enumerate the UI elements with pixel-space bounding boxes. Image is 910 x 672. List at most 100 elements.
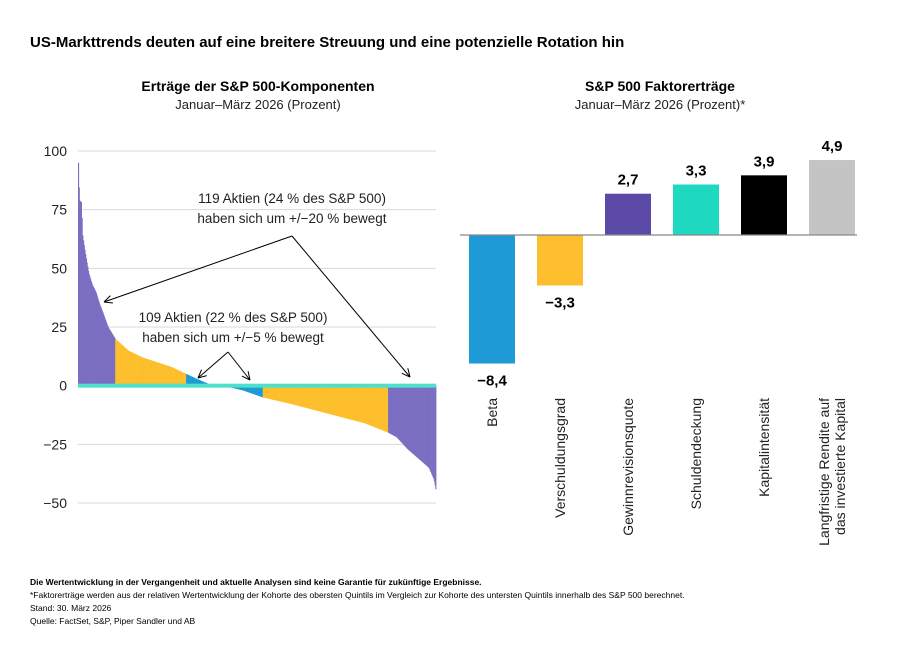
stock-bar <box>365 385 367 424</box>
stock-bar <box>428 385 430 469</box>
stock-bar <box>134 353 136 386</box>
stock-bar <box>414 385 416 456</box>
stock-bar <box>243 385 245 391</box>
category-label: Langfristige Rendite auf <box>816 398 832 546</box>
stock-bar <box>111 333 113 386</box>
stock-bar <box>312 385 314 410</box>
stock-bar <box>329 385 331 415</box>
stock-bar <box>284 385 286 403</box>
stock-bar <box>141 357 143 386</box>
stock-bar <box>395 385 398 438</box>
stock-bar <box>289 385 291 404</box>
stock-bar <box>292 385 294 405</box>
stock-bar <box>298 385 300 407</box>
y-tick-label: 50 <box>51 260 67 276</box>
stock-bar <box>318 385 320 412</box>
stock-bar <box>147 359 149 386</box>
stock-bar <box>241 385 244 391</box>
stock-bar <box>157 362 159 386</box>
stock-bar <box>342 385 345 418</box>
stock-bar <box>146 358 148 386</box>
stock-bar <box>119 342 121 386</box>
stock-bar <box>425 385 427 465</box>
stock-bar <box>423 385 425 464</box>
stock-bar <box>387 385 389 433</box>
stock-bar <box>174 368 176 386</box>
stock-bar <box>406 385 408 449</box>
stock-bar <box>148 359 150 386</box>
stock-bar <box>142 357 144 386</box>
stock-bar <box>320 385 322 412</box>
stock-bar <box>271 385 273 400</box>
stock-bar <box>146 359 148 386</box>
stock-bar <box>373 385 375 428</box>
stock-bar <box>309 385 311 409</box>
stock-bar <box>138 355 140 386</box>
stock-bar <box>151 360 153 386</box>
stock-bar <box>262 385 264 398</box>
stock-bar <box>183 372 185 386</box>
stock-bar <box>107 325 109 386</box>
stock-bar <box>316 385 318 411</box>
stock-bar <box>151 360 153 386</box>
stock-bar <box>165 365 167 386</box>
y-tick-label: 75 <box>51 202 67 218</box>
stock-bar <box>284 385 287 403</box>
stock-bar <box>202 381 204 386</box>
footer-source: Quelle: FactSet, S&P, Piper Sandler und … <box>30 616 196 626</box>
stock-bar <box>399 385 401 441</box>
stock-bar <box>417 385 419 459</box>
value-label: 4,9 <box>822 138 843 155</box>
stock-bar <box>163 364 166 386</box>
stock-bar <box>164 364 166 386</box>
stock-bar <box>388 385 390 433</box>
stock-bar <box>314 385 316 411</box>
stock-bar <box>240 385 242 390</box>
stock-bar <box>301 385 303 407</box>
stock-bar <box>246 385 249 392</box>
stock-bar <box>82 235 84 386</box>
stock-bar <box>184 373 186 386</box>
stock-bar <box>425 385 428 466</box>
stock-bar <box>374 385 376 428</box>
left-chart-title: Erträge der S&P 500-Komponenten <box>141 78 375 94</box>
stock-bar <box>256 385 258 396</box>
category-label: Beta <box>484 398 500 427</box>
stock-bar <box>273 385 275 400</box>
stock-bar <box>294 385 297 406</box>
annotation-text: haben sich um +/−20 % bewegt <box>197 211 386 226</box>
stock-bar <box>143 358 145 386</box>
stock-bar <box>317 385 319 412</box>
stock-bar <box>114 338 116 386</box>
stock-bar <box>88 270 90 386</box>
stock-bar <box>158 363 161 386</box>
stock-bar <box>360 385 362 423</box>
stock-bar <box>187 374 189 386</box>
stock-bar <box>379 385 381 430</box>
stock-bar <box>136 354 138 386</box>
stock-bar <box>113 335 115 386</box>
stock-bar <box>275 385 277 401</box>
stock-bar <box>354 385 356 421</box>
stock-bar <box>353 385 355 421</box>
stock-bar <box>264 385 266 398</box>
stock-bar <box>105 319 107 386</box>
stock-bar <box>287 385 289 404</box>
stock-bar <box>156 362 158 386</box>
stock-bar <box>198 379 200 386</box>
stock-bar <box>196 378 198 386</box>
stock-bar <box>145 358 147 386</box>
stock-bar <box>94 289 96 386</box>
stock-bar <box>194 378 196 386</box>
stock-bar <box>257 385 259 396</box>
stock-bar <box>401 385 403 444</box>
annotation-text: haben sich um +/−5 % bewegt <box>142 330 324 345</box>
stock-bar <box>91 283 93 386</box>
stock-bar <box>319 385 321 412</box>
stock-bar <box>154 361 156 386</box>
stock-bar <box>280 385 282 402</box>
y-tick-label: −25 <box>43 436 67 452</box>
stock-bar <box>130 352 133 386</box>
stock-bar <box>128 350 130 386</box>
stock-bar <box>397 385 399 439</box>
